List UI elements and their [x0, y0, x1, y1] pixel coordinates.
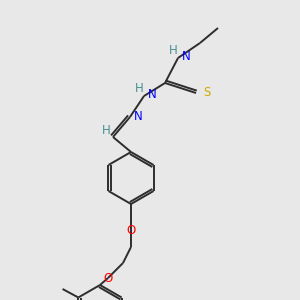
- Text: H: H: [102, 124, 110, 137]
- Text: N: N: [182, 50, 191, 64]
- Text: H: H: [135, 82, 143, 95]
- Text: O: O: [126, 224, 136, 236]
- Text: S: S: [203, 86, 210, 100]
- Text: H: H: [169, 44, 177, 58]
- Text: N: N: [134, 110, 143, 122]
- Text: O: O: [103, 272, 112, 284]
- Text: N: N: [148, 88, 157, 101]
